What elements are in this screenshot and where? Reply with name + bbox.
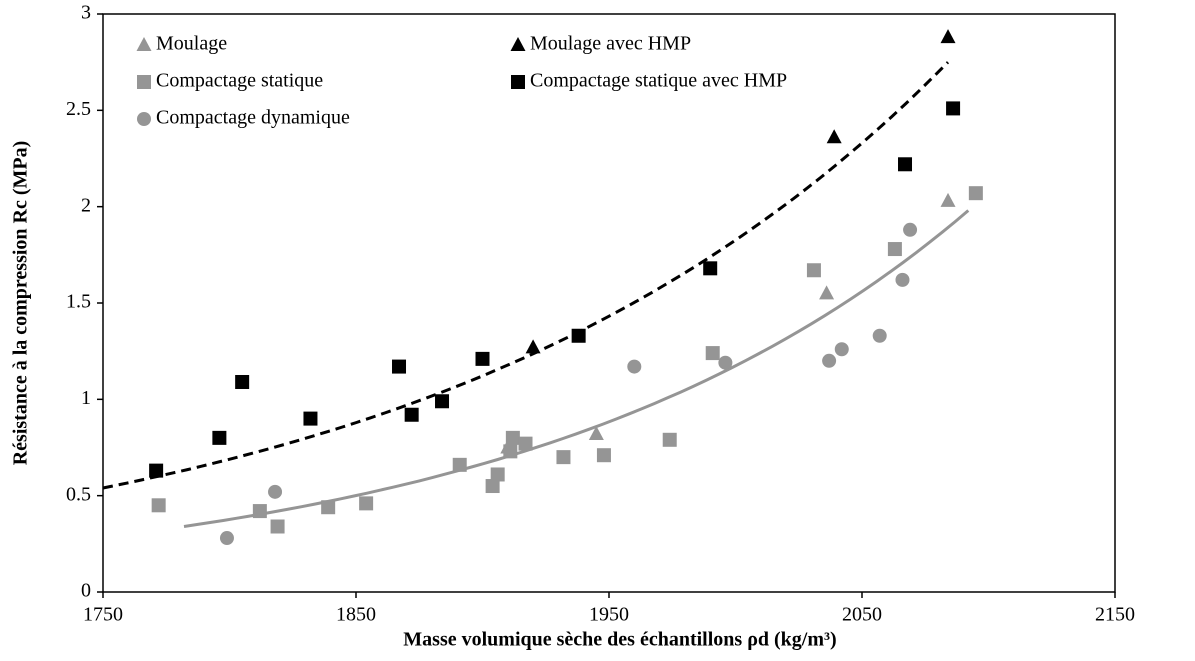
y-tick-label: 1.5 [66,291,91,313]
point [662,432,677,447]
legend-marker [137,75,151,89]
point [718,355,733,370]
legend-label: Compactage statique avec HMP [530,70,787,92]
point [149,463,164,478]
trend-line [183,209,970,528]
y-tick-label: 0 [81,580,91,602]
legend-marker [510,37,526,51]
point [321,500,336,515]
point [898,157,913,172]
point [303,411,318,426]
legend-label: Compactage dynamique [156,107,350,129]
x-tick-label: 2150 [1095,604,1135,626]
point [705,346,720,361]
trend-line [102,61,950,490]
point [968,186,983,201]
legend-label: Moulage [156,33,227,55]
point [359,496,374,511]
point [822,353,837,368]
y-tick-label: 2.5 [66,98,91,120]
point [596,448,611,463]
point [503,444,518,459]
point [703,261,718,276]
point [490,467,505,482]
point [219,531,234,546]
point [834,342,849,357]
point [556,450,571,465]
x-tick-label: 1950 [589,604,629,626]
x-tick-label: 1750 [83,604,123,626]
legend-marker [137,112,151,126]
point [806,263,821,278]
legend-label: Compactage statique [156,70,323,92]
y-axis-title: Résistance à la compression Rc (MPa) [10,141,32,466]
point [235,374,250,389]
point [946,101,961,116]
point [270,519,285,534]
y-tick-label: 1 [81,387,91,409]
legend-label: Moulage avec HMP [530,33,691,55]
point [151,498,166,513]
point [475,351,490,366]
point [212,430,227,445]
point [903,222,918,237]
y-tick-label: 0.5 [66,483,91,505]
x-tick-label: 2050 [842,604,882,626]
point [627,359,642,374]
point [268,484,283,499]
point [392,359,407,374]
point [588,426,604,441]
y-tick-label: 3 [81,2,91,24]
point [252,504,267,519]
point [940,192,956,207]
point [518,436,533,451]
point [895,272,910,287]
point [940,29,956,44]
point [819,285,835,300]
point [404,407,419,422]
x-tick-label: 1850 [336,604,376,626]
point [826,129,842,144]
point [525,339,541,354]
point [872,328,887,343]
legend-marker [136,37,152,51]
point [435,394,450,409]
point [505,430,520,445]
legend-marker [511,75,525,89]
point [452,457,467,472]
point [887,242,902,257]
point [571,328,586,343]
point [485,479,500,494]
y-tick-label: 2 [81,194,91,216]
x-axis-title: Masse volumique sèche des échantillons ρ… [403,629,836,651]
